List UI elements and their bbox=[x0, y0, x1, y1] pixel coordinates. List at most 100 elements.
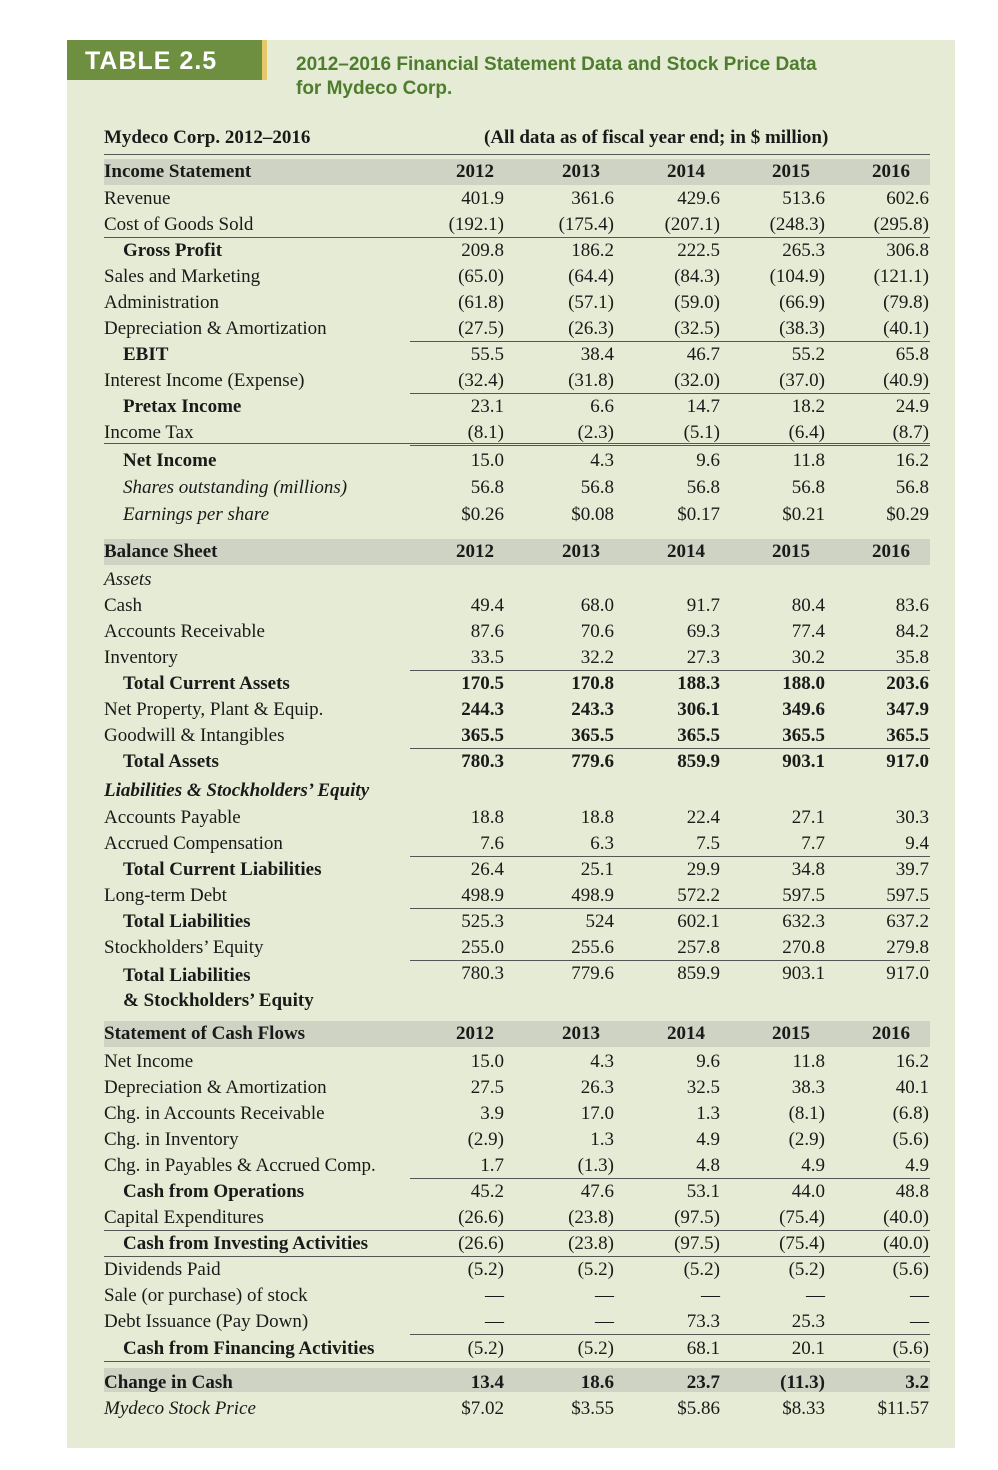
cell-value: 903.1 bbox=[782, 963, 825, 984]
cell-value: 18.2 bbox=[791, 396, 825, 417]
cell-value: 498.9 bbox=[461, 885, 504, 906]
cell-value: 203.6 bbox=[886, 673, 929, 694]
table-row: Net Property, Plant & Equip. 244.3 243.3 30… bbox=[104, 697, 930, 723]
cell-value: (57.1) bbox=[568, 292, 614, 313]
cell-value: 1.7 bbox=[480, 1155, 504, 1176]
row-label: Chg. in Inventory bbox=[104, 1129, 239, 1150]
table-row: Cash from Operations 45.2 47.6 53.1 44.0 48.8 bbox=[104, 1179, 930, 1205]
cell-value: 11.8 bbox=[792, 450, 825, 471]
cell-value: (84.3) bbox=[674, 266, 720, 287]
row-label: Total Liabilities bbox=[123, 911, 251, 932]
cell-value: $5.86 bbox=[677, 1398, 720, 1419]
cell-value: 903.1 bbox=[782, 751, 825, 772]
cell-value: $0.08 bbox=[571, 504, 614, 525]
cell-value: 18.8 bbox=[470, 807, 504, 828]
cell-value: (5.2) bbox=[683, 1259, 720, 1280]
cell-value: 365.5 bbox=[677, 725, 720, 746]
table-row: Net Income 15.0 4.3 9.6 11.8 16.2 bbox=[104, 1049, 930, 1075]
cell-value: 244.3 bbox=[461, 699, 504, 720]
cell-value: (5.1) bbox=[683, 422, 720, 443]
row-label: Sale (or purchase) of stock bbox=[104, 1285, 308, 1306]
cell-value: 87.6 bbox=[470, 621, 504, 642]
cell-value: (37.0) bbox=[779, 370, 825, 391]
table-row: Cash 49.4 68.0 91.7 80.4 83.6 bbox=[104, 593, 930, 619]
cell-value: 632.3 bbox=[782, 911, 825, 932]
cell-value: 859.9 bbox=[677, 751, 720, 772]
cell-value: (97.5) bbox=[674, 1233, 720, 1254]
divider bbox=[104, 154, 930, 155]
cell-value: (66.9) bbox=[779, 292, 825, 313]
cell-value: (8.1) bbox=[467, 422, 504, 443]
cell-value: 22.4 bbox=[686, 807, 720, 828]
cell-value: 257.8 bbox=[677, 937, 720, 958]
table-row: Depreciation & Amortization (27.5) (26.3) (… bbox=[104, 316, 930, 342]
cell-value: (75.4) bbox=[779, 1233, 825, 1254]
cell-value: 24.9 bbox=[895, 396, 929, 417]
year-header: 2014 bbox=[667, 541, 705, 562]
table-row: Total Liabilities 525.3 524 602.1 632.3 637.2 bbox=[104, 909, 930, 935]
table-row: Goodwill & Intangibles 365.5 365.5 365.5 365… bbox=[104, 723, 930, 749]
cell-value: 15.0 bbox=[470, 450, 504, 471]
cell-value: (5.6) bbox=[892, 1129, 929, 1150]
year-header: 2013 bbox=[562, 1023, 600, 1044]
table-row: Dividends Paid (5.2) (5.2) (5.2) (5.2) (5.6) bbox=[104, 1257, 930, 1283]
cell-value: (65.0) bbox=[458, 266, 504, 287]
income-heading: Income Statement bbox=[104, 161, 252, 182]
cell-value: — bbox=[595, 1285, 614, 1306]
year-header: 2016 bbox=[872, 161, 910, 182]
table-row: Sale (or purchase) of stock — — — — — bbox=[104, 1283, 930, 1309]
cell-value: 170.5 bbox=[461, 673, 504, 694]
cell-value: 524 bbox=[585, 911, 615, 932]
balance-header-row: Balance Sheet 2012 2013 2014 2015 2016 bbox=[104, 539, 930, 565]
cell-value: 30.2 bbox=[791, 647, 825, 668]
cell-value: (5.2) bbox=[788, 1259, 825, 1280]
cell-value: 365.5 bbox=[571, 725, 614, 746]
cell-value: 16.2 bbox=[895, 450, 929, 471]
cell-value: 32.5 bbox=[686, 1077, 720, 1098]
table-row: Sales and Marketing (65.0) (64.4) (84.3) (10… bbox=[104, 264, 930, 290]
cell-value: 3.9 bbox=[480, 1103, 504, 1124]
cell-value: 9.6 bbox=[696, 1051, 720, 1072]
income-header-row: Income Statement 2012 2013 2014 2015 201… bbox=[104, 159, 930, 185]
cell-value: $0.17 bbox=[677, 504, 720, 525]
cell-value: 40.1 bbox=[895, 1077, 929, 1098]
table-row: Accounts Payable 18.8 18.8 22.4 27.1 30.3 bbox=[104, 805, 930, 831]
cell-value: (32.0) bbox=[674, 370, 720, 391]
table-row: Depreciation & Amortization 27.5 26.3 32.5 3… bbox=[104, 1075, 930, 1101]
cell-value: (5.2) bbox=[467, 1259, 504, 1280]
cell-value: (64.4) bbox=[568, 266, 614, 287]
year-header: 2013 bbox=[562, 161, 600, 182]
cell-value: 4.9 bbox=[905, 1155, 929, 1176]
cell-value: (27.5) bbox=[458, 318, 504, 339]
cell-value: $0.29 bbox=[886, 504, 929, 525]
cell-value: (207.1) bbox=[664, 214, 720, 235]
cell-value: (175.4) bbox=[558, 214, 614, 235]
cell-value: 25.1 bbox=[580, 859, 614, 880]
table-row: Net Income 15.0 4.3 9.6 11.8 16.2 bbox=[104, 448, 930, 474]
cell-value: 429.6 bbox=[677, 188, 720, 209]
row-label: Goodwill & Intangibles bbox=[104, 725, 285, 746]
table-row: Cash from Investing Activities (26.6) (23.… bbox=[104, 1231, 930, 1257]
year-header: 2016 bbox=[872, 541, 910, 562]
year-header: 2013 bbox=[562, 541, 600, 562]
cell-value: (75.4) bbox=[779, 1207, 825, 1228]
row-label: Chg. in Accounts Receivable bbox=[104, 1103, 325, 1124]
year-header: 2014 bbox=[667, 1023, 705, 1044]
cell-value: $0.21 bbox=[782, 504, 825, 525]
cell-value: 209.8 bbox=[461, 240, 504, 261]
total-rule bbox=[410, 1334, 930, 1335]
cell-value: — bbox=[910, 1311, 929, 1332]
cell-value: 597.5 bbox=[782, 885, 825, 906]
divider bbox=[104, 1361, 930, 1362]
cell-value: $3.55 bbox=[571, 1398, 614, 1419]
row-label: Stockholders’ Equity bbox=[104, 937, 264, 958]
cell-value: (40.9) bbox=[883, 370, 929, 391]
table-row: Chg. in Accounts Receivable 3.9 17.0 1.3 (8.… bbox=[104, 1101, 930, 1127]
cell-value: 44.0 bbox=[791, 1181, 825, 1202]
cell-value: 38.4 bbox=[580, 344, 614, 365]
cell-value: (248.3) bbox=[769, 214, 825, 235]
row-label: Pretax Income bbox=[123, 396, 242, 417]
cell-value: 80.4 bbox=[791, 595, 825, 616]
cell-value: 265.3 bbox=[782, 240, 825, 261]
assets-subheading: Assets bbox=[104, 569, 152, 590]
